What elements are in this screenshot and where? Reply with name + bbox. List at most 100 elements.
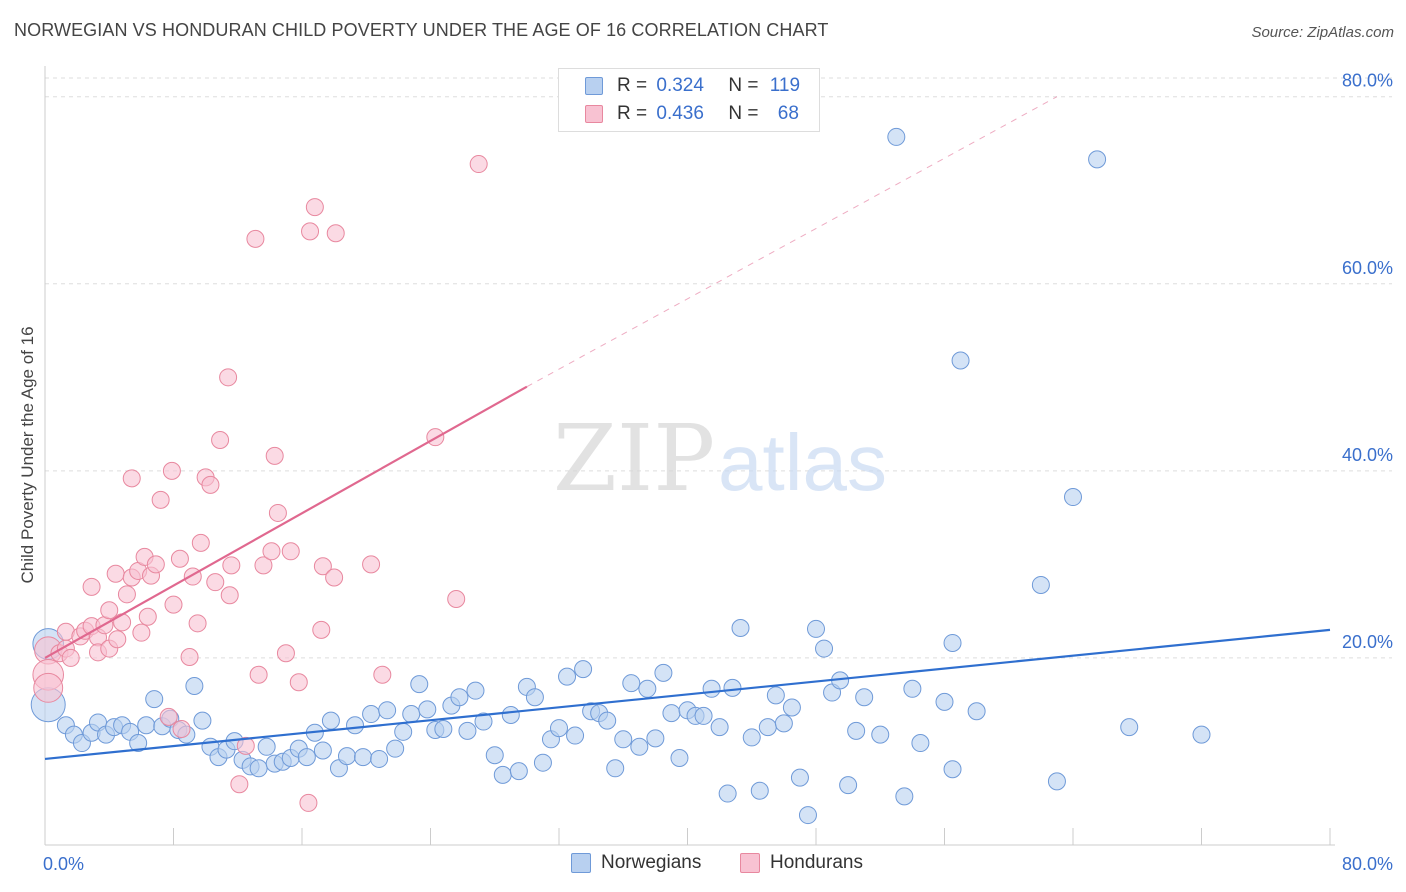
norwegian-point bbox=[386, 739, 405, 758]
norwegian-point bbox=[847, 721, 866, 740]
legend-r-value: 0.436 bbox=[656, 103, 704, 124]
honduran-point bbox=[362, 555, 381, 574]
honduran-point bbox=[299, 793, 318, 812]
norwegian-point bbox=[731, 618, 750, 637]
norwegian-point bbox=[394, 722, 413, 741]
y-tick-label: 40.0% bbox=[1342, 445, 1393, 465]
norwegian-point bbox=[723, 678, 742, 697]
legend-label-norwegians: Norwegians bbox=[601, 852, 702, 873]
legend-row-norwegians: R = 0.324 N = 119 bbox=[585, 74, 800, 98]
legend-swatch-hondurans bbox=[585, 105, 603, 123]
y-tick-label: 60.0% bbox=[1342, 258, 1393, 278]
honduran-point bbox=[106, 564, 125, 583]
norwegian-point bbox=[943, 633, 962, 652]
norwegian-point bbox=[782, 698, 801, 717]
series-legend: Norwegians Hondurans bbox=[0, 852, 1406, 876]
honduran-point bbox=[220, 586, 239, 605]
honduran-point bbox=[122, 469, 141, 488]
norwegian-point bbox=[533, 753, 552, 772]
norwegian-point bbox=[790, 768, 809, 787]
norwegian-point bbox=[662, 704, 681, 723]
honduran-point bbox=[162, 461, 181, 480]
honduran-point bbox=[254, 556, 273, 575]
honduran-point bbox=[230, 775, 249, 794]
honduran-point bbox=[33, 672, 64, 703]
honduran-point bbox=[222, 556, 241, 575]
norwegian-point bbox=[458, 721, 477, 740]
legend-swatch-norwegians bbox=[585, 77, 603, 95]
norwegian-point bbox=[145, 690, 164, 709]
honduran-point bbox=[276, 644, 295, 663]
norwegian-point bbox=[493, 765, 512, 784]
honduran-point bbox=[326, 224, 345, 243]
norwegian-point bbox=[362, 705, 381, 724]
honduran-point bbox=[170, 549, 189, 568]
honduran-point bbox=[289, 673, 308, 692]
legend-row-hondurans: R = 0.436 N = 68 bbox=[585, 102, 799, 126]
norwegian-point bbox=[694, 706, 713, 725]
honduran-point bbox=[206, 573, 225, 592]
norwegian-point bbox=[1047, 772, 1066, 791]
norwegian-point bbox=[798, 806, 817, 825]
honduran-point bbox=[159, 707, 178, 726]
x-tick-label: 80.0% bbox=[1342, 854, 1393, 874]
norwegian-point bbox=[137, 716, 156, 735]
norwegian-point bbox=[129, 734, 148, 753]
chart-title: NORWEGIAN VS HONDURAN CHILD POVERTY UNDE… bbox=[14, 20, 829, 40]
norwegian-point bbox=[606, 759, 625, 778]
norwegian-point bbox=[935, 692, 954, 711]
norwegian-point bbox=[967, 702, 986, 721]
honduran-point bbox=[301, 222, 320, 241]
legend-r-value: 0.324 bbox=[656, 75, 704, 96]
norwegian-point bbox=[249, 759, 268, 778]
norwegian-point bbox=[815, 639, 834, 658]
norwegian-point bbox=[774, 714, 793, 733]
norwegian-point bbox=[550, 719, 568, 738]
norwegian-point bbox=[313, 741, 332, 760]
honduran-point bbox=[373, 665, 392, 684]
source-credit: Source: ZipAtlas.com bbox=[1251, 24, 1394, 41]
honduran-point bbox=[188, 614, 207, 633]
norwegian-point bbox=[670, 749, 689, 768]
norwegian-point bbox=[1192, 725, 1211, 744]
x-tick-label: 0.0% bbox=[43, 854, 84, 874]
norwegian-point bbox=[574, 660, 593, 679]
norwegian-point bbox=[410, 675, 429, 694]
honduran-point bbox=[138, 607, 157, 626]
honduran-point bbox=[236, 736, 255, 755]
norwegian-point bbox=[614, 730, 633, 749]
norwegian-point bbox=[450, 688, 469, 707]
norwegian-point bbox=[766, 686, 785, 705]
norwegian-point bbox=[525, 688, 544, 707]
norwegian-point bbox=[718, 784, 737, 803]
legend-item-norwegians: Norwegians bbox=[571, 852, 701, 874]
honduran-point bbox=[191, 533, 210, 552]
norwegian-point bbox=[1088, 150, 1107, 169]
honduran-point bbox=[281, 542, 300, 561]
norwegian-point bbox=[370, 749, 389, 768]
norwegian-point bbox=[895, 787, 914, 806]
norwegian-point bbox=[1064, 488, 1082, 507]
norwegian-point bbox=[558, 667, 577, 686]
norwegian-trend-line bbox=[44, 628, 1331, 761]
honduran-point bbox=[265, 446, 284, 465]
norwegian-point bbox=[654, 663, 673, 682]
norwegian-point bbox=[911, 734, 930, 753]
honduran-point bbox=[268, 503, 287, 522]
norwegian-point bbox=[346, 716, 365, 735]
norwegian-point bbox=[434, 720, 453, 739]
correlation-legend: R = 0.324 N = 119 R = 0.436 N = 68 bbox=[558, 68, 820, 132]
norwegian-point bbox=[1120, 718, 1139, 737]
honduran-point bbox=[164, 595, 183, 614]
legend-r-label: R = bbox=[617, 75, 653, 96]
honduran-trend-line bbox=[44, 385, 528, 659]
norwegian-point bbox=[758, 718, 777, 737]
honduran-point bbox=[151, 490, 170, 509]
legend-label-hondurans: Hondurans bbox=[770, 852, 863, 873]
honduran-point bbox=[313, 557, 332, 576]
honduran-point bbox=[262, 542, 281, 561]
honduran-point bbox=[246, 229, 265, 248]
y-tick-label: 20.0% bbox=[1342, 632, 1393, 652]
norwegian-point bbox=[622, 674, 641, 693]
norwegian-point bbox=[903, 679, 922, 698]
